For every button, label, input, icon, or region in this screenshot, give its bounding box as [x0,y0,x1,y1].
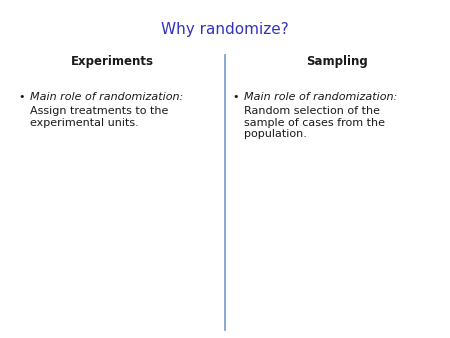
Text: Main role of randomization:: Main role of randomization: [244,92,397,102]
Text: Assign treatments to the
experimental units.: Assign treatments to the experimental un… [30,106,168,128]
Text: Random selection of the
sample of cases from the
population.: Random selection of the sample of cases … [244,106,385,139]
Text: Sampling: Sampling [306,55,368,68]
Text: Experiments: Experiments [71,55,153,68]
Text: •: • [18,92,24,102]
Text: Main role of randomization:: Main role of randomization: [30,92,183,102]
Text: Why randomize?: Why randomize? [161,22,289,37]
Text: •: • [232,92,239,102]
